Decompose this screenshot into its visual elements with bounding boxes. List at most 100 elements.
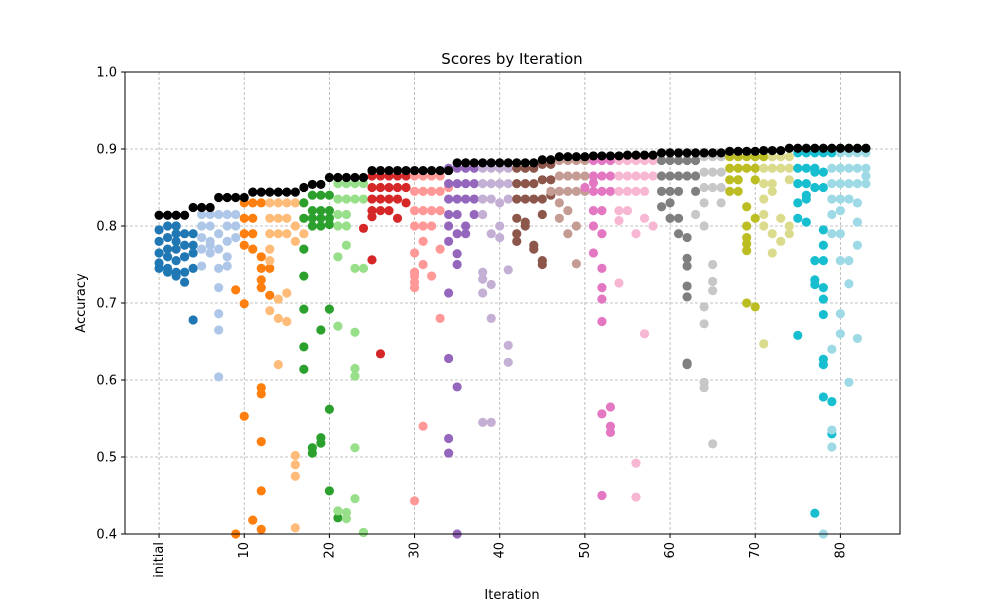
data-point <box>631 229 641 239</box>
data-point <box>691 171 701 181</box>
data-point <box>180 277 190 287</box>
best-score-point <box>563 152 573 162</box>
data-point <box>742 163 752 173</box>
data-point <box>759 163 769 173</box>
data-point <box>367 182 377 193</box>
data-point <box>750 175 760 185</box>
data-point <box>614 206 624 216</box>
best-score-point <box>452 158 462 168</box>
data-point <box>392 194 403 204</box>
data-point <box>214 229 224 239</box>
data-point <box>282 316 292 327</box>
data-point <box>614 216 624 226</box>
best-score-point <box>818 143 828 153</box>
data-point <box>759 179 769 189</box>
data-point <box>418 221 428 231</box>
data-point <box>444 433 454 444</box>
data-point <box>835 194 845 204</box>
best-score-point <box>426 165 437 176</box>
data-point <box>316 221 326 231</box>
data-point <box>384 206 394 216</box>
best-score-point <box>154 210 164 220</box>
data-point <box>648 221 658 231</box>
data-point <box>333 506 343 516</box>
data-point <box>614 171 624 181</box>
data-point <box>290 523 300 533</box>
best-score-point <box>350 172 360 183</box>
data-point <box>614 278 624 288</box>
data-point <box>691 209 701 220</box>
data-point <box>742 298 752 308</box>
data-point <box>639 213 650 223</box>
data-point <box>239 411 249 421</box>
data-point <box>495 179 505 189</box>
data-point <box>154 236 164 246</box>
data-point <box>818 240 828 250</box>
data-point <box>827 344 837 354</box>
data-point <box>426 206 437 216</box>
data-point <box>214 325 224 335</box>
data-point <box>162 221 173 231</box>
data-point <box>333 321 343 331</box>
best-score-point <box>290 187 300 197</box>
data-point <box>426 221 437 231</box>
data-point <box>299 304 309 314</box>
best-score-point <box>503 158 513 168</box>
data-point <box>375 182 386 193</box>
data-point <box>222 261 232 271</box>
best-score-point <box>844 143 854 153</box>
data-point <box>239 229 249 239</box>
data-point <box>409 277 420 287</box>
data-point <box>682 261 692 271</box>
best-score-point <box>205 202 215 213</box>
data-point <box>554 171 564 181</box>
best-score-point <box>392 165 403 176</box>
data-point <box>810 163 820 173</box>
best-score-point <box>222 192 232 203</box>
data-point <box>716 198 726 208</box>
data-point <box>742 221 752 231</box>
data-point <box>324 304 334 314</box>
data-point <box>341 514 352 524</box>
x-tick-label: 60 <box>663 542 678 559</box>
data-point <box>341 209 352 220</box>
data-point <box>844 377 854 387</box>
data-point <box>512 229 522 239</box>
data-point <box>205 240 215 250</box>
data-point <box>546 175 556 185</box>
data-point <box>290 198 300 208</box>
data-point <box>852 163 863 173</box>
data-point <box>367 212 377 222</box>
data-point <box>222 236 232 246</box>
x-tick-label: 80 <box>833 542 848 559</box>
data-point <box>708 276 718 287</box>
data-point <box>622 186 633 196</box>
best-score-point <box>171 210 181 220</box>
data-point <box>563 206 573 216</box>
data-point <box>341 221 352 231</box>
data-point <box>171 256 181 266</box>
best-score-point <box>759 145 769 156</box>
data-point <box>529 179 539 189</box>
data-point <box>759 221 769 231</box>
data-point <box>265 213 275 223</box>
data-point <box>742 246 752 256</box>
data-point <box>307 190 317 200</box>
data-point <box>461 179 471 189</box>
data-point <box>256 283 266 293</box>
best-score-point <box>699 148 709 158</box>
data-point <box>188 248 198 258</box>
data-point <box>784 229 794 239</box>
data-point <box>290 471 300 481</box>
data-point <box>512 194 522 204</box>
best-score-point <box>495 158 505 168</box>
data-point <box>265 198 275 208</box>
data-point <box>597 229 607 239</box>
best-score-point <box>776 145 786 156</box>
best-score-point <box>784 143 794 153</box>
data-point <box>844 163 854 173</box>
data-point <box>682 292 692 302</box>
data-point <box>486 417 496 427</box>
best-score-point <box>750 146 760 156</box>
data-point <box>282 288 292 298</box>
